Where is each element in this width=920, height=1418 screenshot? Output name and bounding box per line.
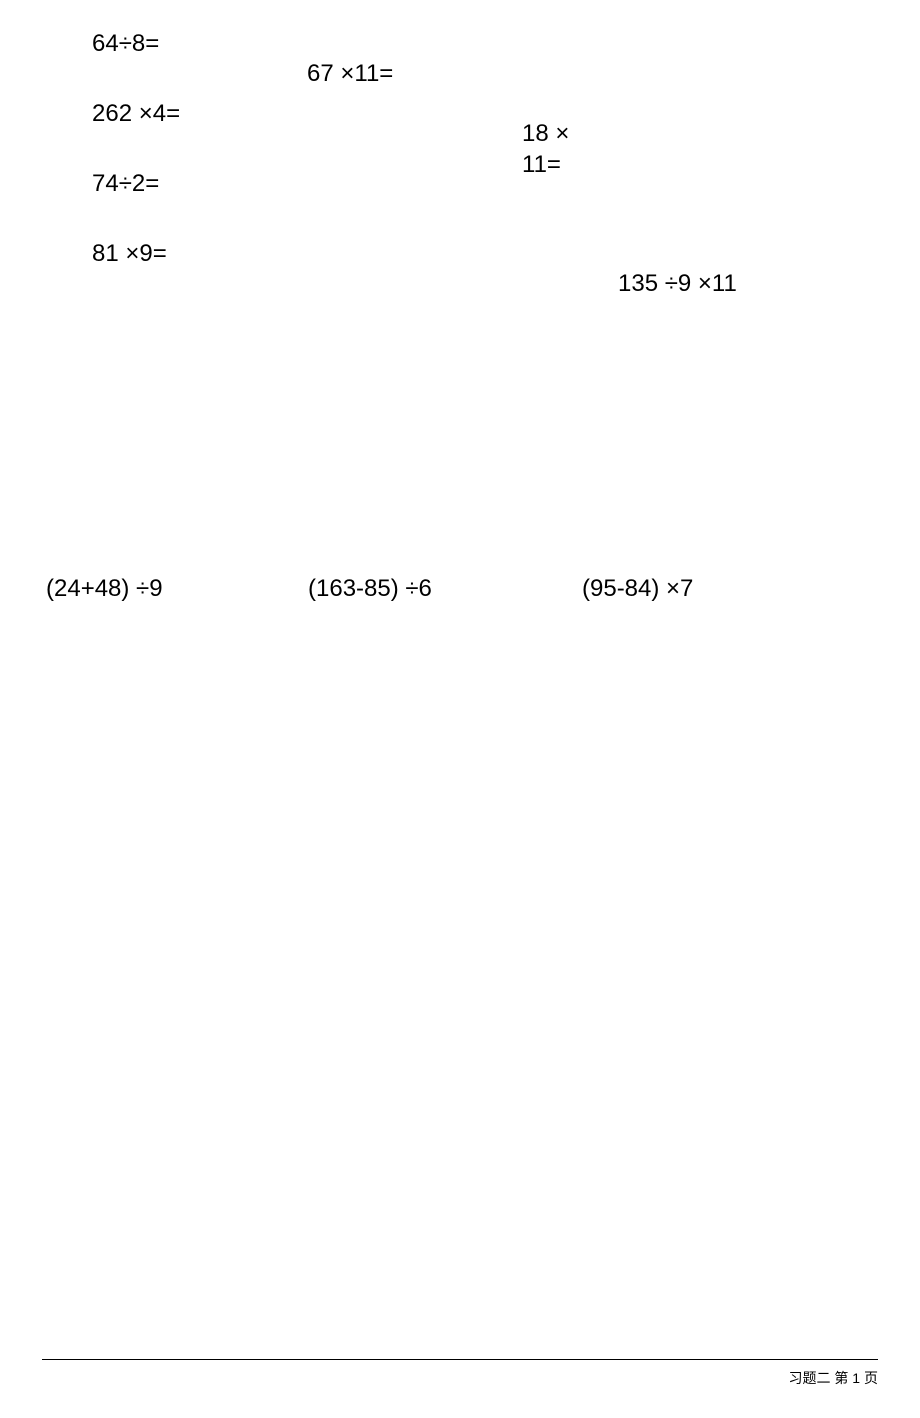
problem-3: 74÷2=	[92, 168, 159, 199]
problem-5: 67 ×11=	[307, 58, 393, 89]
problem-4: 81 ×9=	[92, 238, 167, 269]
problem-6: 18 × 11=	[522, 118, 592, 180]
problem-9: (163-85) ÷6	[308, 573, 432, 604]
page-content: 64÷8= 262 ×4= 74÷2= 81 ×9= 67 ×11= 18 × …	[0, 0, 920, 1418]
problem-10: (95-84) ×7	[582, 573, 693, 604]
footer-page-label: 习题二 第 1 页	[789, 1368, 878, 1388]
footer-divider	[42, 1359, 878, 1360]
problem-8: (24+48) ÷9	[46, 573, 163, 604]
problem-7: 135 ÷9 ×11	[618, 268, 737, 299]
problem-2: 262 ×4=	[92, 98, 180, 129]
problem-1: 64÷8=	[92, 28, 159, 59]
